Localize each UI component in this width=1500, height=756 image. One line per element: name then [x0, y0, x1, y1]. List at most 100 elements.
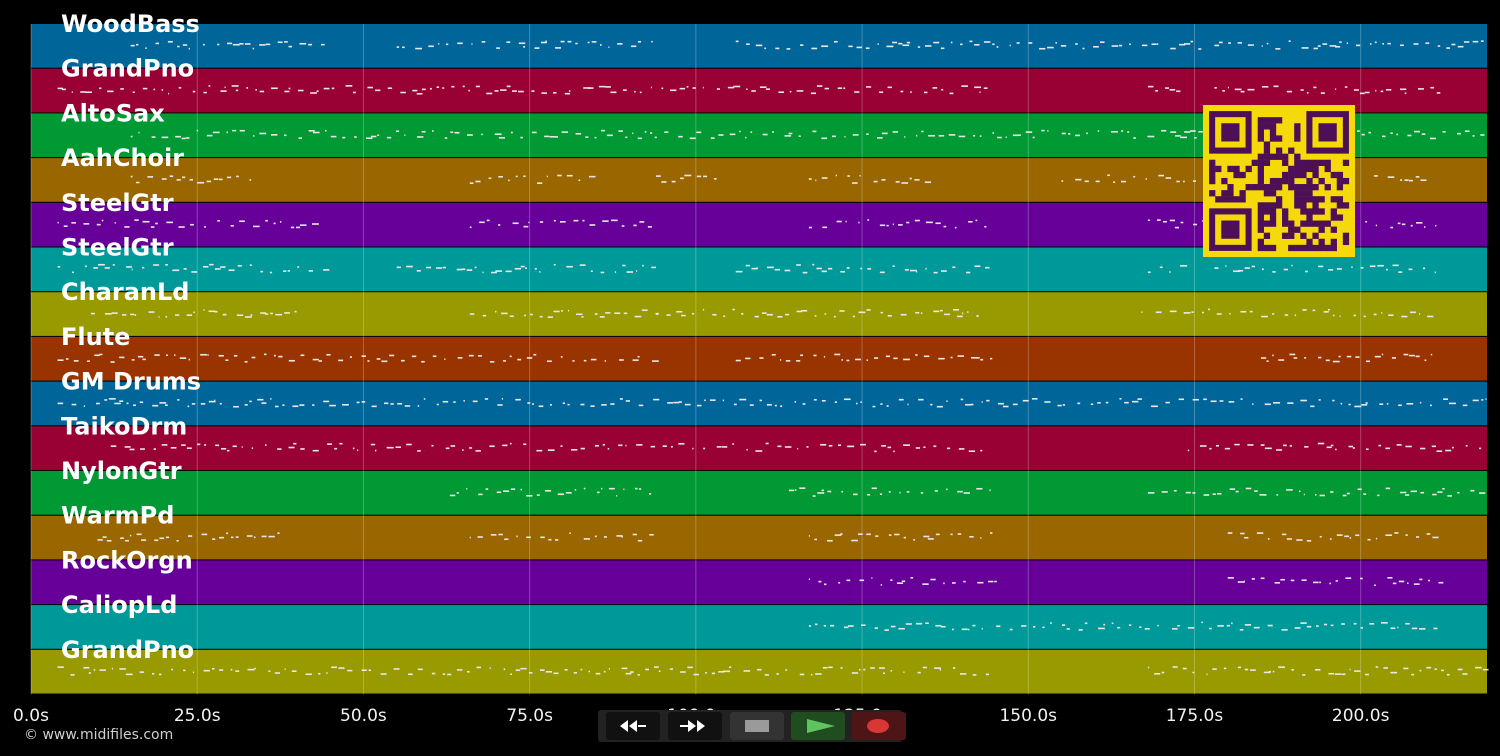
- track-lane[interactable]: [31, 381, 1487, 426]
- record-button[interactable]: [852, 712, 906, 740]
- note-mark: [1237, 666, 1242, 669]
- note-mark: [561, 310, 563, 312]
- note-mark: [1286, 90, 1292, 93]
- track-lane[interactable]: [31, 336, 1487, 381]
- fast-forward-button[interactable]: [668, 712, 722, 740]
- note-mark: [177, 399, 180, 401]
- note-mark: [821, 399, 826, 402]
- note-mark: [822, 226, 828, 229]
- note-mark: [181, 444, 186, 446]
- note-mark: [1119, 44, 1123, 47]
- note-mark: [263, 353, 267, 356]
- note-mark: [1133, 137, 1136, 139]
- note-mark: [1355, 534, 1360, 537]
- note-mark: [57, 266, 61, 268]
- note-mark: [1133, 175, 1136, 178]
- tick-label: 50.0s: [340, 706, 387, 726]
- note-mark: [183, 268, 187, 270]
- note-mark: [866, 133, 869, 135]
- note-mark: [802, 403, 806, 405]
- note-mark: [754, 315, 759, 318]
- note-mark: [1392, 264, 1399, 267]
- note-mark: [1233, 270, 1240, 273]
- note-mark: [602, 220, 609, 222]
- note-mark: [1355, 356, 1360, 358]
- note-mark: [515, 669, 521, 672]
- note-mark: [390, 403, 394, 405]
- note-mark: [580, 668, 583, 671]
- note-mark: [345, 85, 353, 87]
- note-mark: [892, 223, 894, 226]
- rewind-button[interactable]: [606, 712, 660, 740]
- note-mark: [212, 538, 216, 540]
- note-mark: [866, 359, 869, 362]
- note-mark: [836, 220, 842, 223]
- note-mark: [933, 310, 940, 313]
- note-mark: [649, 533, 654, 536]
- note-mark: [497, 404, 503, 406]
- note-mark: [1057, 404, 1062, 407]
- note-mark: [1397, 222, 1401, 225]
- note-mark: [478, 493, 483, 496]
- note-mark: [1369, 43, 1372, 45]
- note-mark: [1354, 670, 1361, 672]
- record-icon: [867, 719, 889, 733]
- note-mark: [898, 42, 903, 45]
- note-mark: [534, 268, 537, 270]
- track-lane[interactable]: [31, 560, 1487, 605]
- track-lane[interactable]: [31, 292, 1487, 336]
- note-mark: [1127, 131, 1130, 133]
- note-mark: [1360, 267, 1364, 269]
- note-mark: [851, 182, 858, 184]
- note-mark: [456, 268, 463, 271]
- note-mark: [326, 672, 328, 674]
- track-lane[interactable]: [31, 515, 1487, 560]
- note-mark: [938, 134, 945, 137]
- track-lane[interactable]: [31, 426, 1487, 470]
- note-mark: [852, 315, 855, 318]
- note-mark: [930, 578, 936, 581]
- note-mark: [1411, 627, 1418, 630]
- note-mark: [200, 353, 207, 356]
- note-mark: [1359, 92, 1365, 95]
- note-mark: [168, 92, 170, 95]
- note-mark: [914, 179, 920, 181]
- note-mark: [845, 220, 847, 223]
- note-mark: [509, 442, 512, 445]
- note-mark: [175, 314, 180, 316]
- note-mark: [450, 131, 454, 133]
- note-mark: [502, 490, 510, 492]
- note-mark: [130, 135, 133, 138]
- track-lane[interactable]: [31, 605, 1487, 649]
- note-mark: [625, 444, 627, 447]
- note-mark: [935, 533, 940, 536]
- note-mark: [1437, 45, 1441, 47]
- note-mark: [588, 175, 596, 178]
- track-lane[interactable]: [31, 471, 1487, 515]
- note-mark: [553, 672, 559, 675]
- note-mark: [1227, 577, 1234, 579]
- note-mark: [834, 353, 841, 356]
- note-mark: [1260, 357, 1267, 359]
- note-mark: [968, 221, 973, 223]
- note-mark: [1401, 223, 1406, 226]
- note-mark: [268, 670, 271, 673]
- note-mark: [847, 625, 854, 627]
- note-mark: [83, 223, 90, 225]
- note-mark: [785, 313, 790, 316]
- stop-button[interactable]: [730, 712, 784, 740]
- note-mark: [191, 403, 196, 405]
- note-mark: [339, 442, 343, 445]
- note-mark: [1147, 135, 1155, 138]
- note-mark: [1415, 536, 1420, 538]
- play-button[interactable]: [791, 712, 845, 740]
- note-mark: [578, 179, 581, 182]
- note-mark: [639, 91, 642, 94]
- note-mark: [1302, 674, 1306, 676]
- note-mark: [197, 443, 201, 446]
- note-mark: [130, 44, 135, 47]
- note-mark: [501, 312, 508, 315]
- track-lane[interactable]: [31, 649, 1487, 694]
- note-mark: [161, 136, 169, 139]
- note-mark: [1273, 85, 1279, 88]
